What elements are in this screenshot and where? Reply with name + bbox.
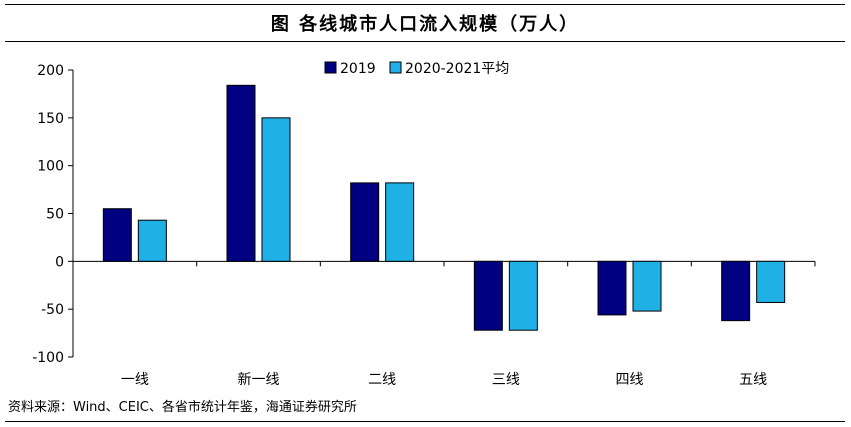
y-tick-label: -100 xyxy=(32,350,64,366)
legend-swatch-0 xyxy=(324,61,337,74)
bar-avg-4 xyxy=(632,260,662,312)
x-category-label: 四线 xyxy=(616,372,644,388)
bar-2019-5 xyxy=(721,260,751,322)
bar-avg-1 xyxy=(261,117,291,262)
x-category-label: 一线 xyxy=(121,372,149,388)
bar-avg-2 xyxy=(385,182,415,262)
bar-avg-5 xyxy=(756,260,786,303)
bar-2019-3 xyxy=(473,260,503,331)
y-tick-label: 100 xyxy=(37,159,64,175)
bar-2019-4 xyxy=(597,260,627,316)
x-category-label: 二线 xyxy=(368,372,396,388)
source-note: 资料来源：Wind、CEIC、各省市统计年鉴，海通证券研究所 xyxy=(8,400,357,415)
title-bar: 图 各线城市人口流入规模（万人） xyxy=(5,4,845,42)
chart-title: 图 各线城市人口流入规模（万人） xyxy=(270,14,580,35)
legend: 2019 2020-2021平均 xyxy=(324,61,509,77)
axes: 200 150 100 50 0 -50 -100 一线 新一线 二线 三线 四线 五线 xyxy=(32,63,816,388)
y-tick-label: 0 xyxy=(55,254,64,270)
x-category-label: 新一线 xyxy=(238,372,280,388)
y-tick-label: 200 xyxy=(37,63,64,79)
bars xyxy=(102,84,786,331)
bottom-rule xyxy=(5,421,845,422)
legend-swatch-1 xyxy=(389,61,402,74)
legend-label-0: 2019 xyxy=(340,61,376,77)
y-tick-label: 150 xyxy=(37,111,64,127)
bar-avg-3 xyxy=(508,260,538,331)
bar-2019-1 xyxy=(226,84,256,262)
x-category-label: 三线 xyxy=(492,372,520,388)
bar-2019-0 xyxy=(102,208,132,262)
bar-2019-2 xyxy=(350,182,380,262)
legend-label-1: 2020-2021平均 xyxy=(405,61,509,77)
y-tick-label: -50 xyxy=(41,302,64,318)
y-tick-label: 50 xyxy=(46,207,64,223)
bar-avg-0 xyxy=(137,219,167,262)
x-category-label: 五线 xyxy=(739,372,767,388)
